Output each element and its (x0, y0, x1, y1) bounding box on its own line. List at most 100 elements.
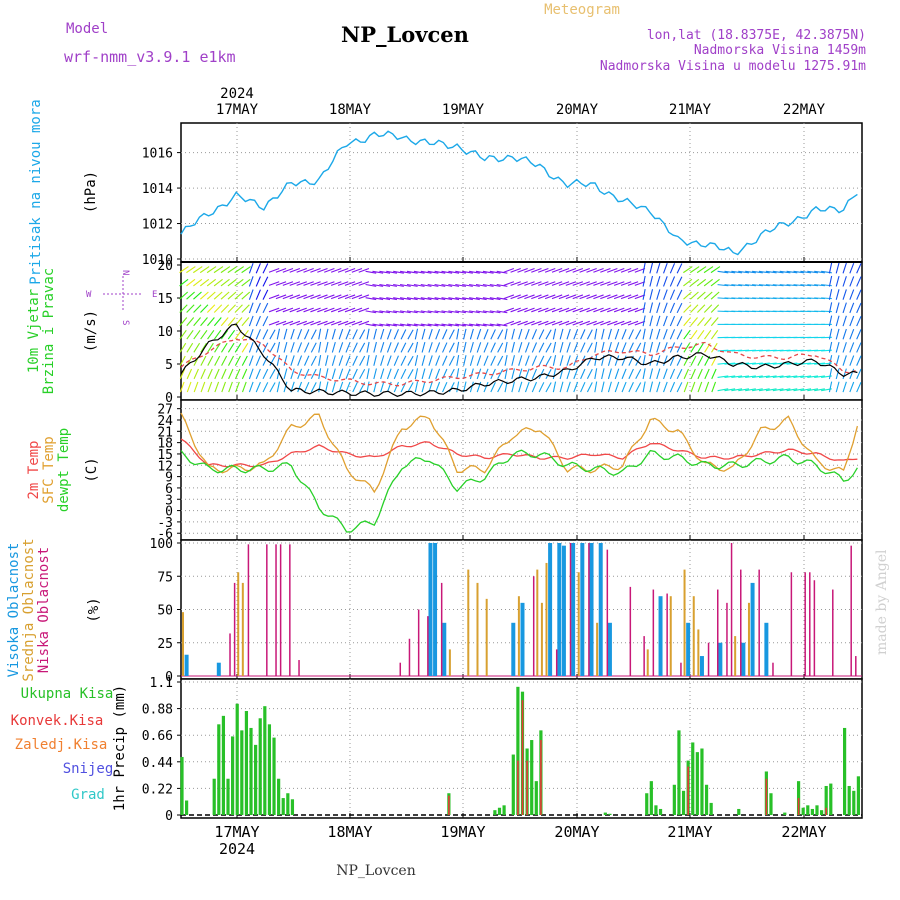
wind-arrow (711, 381, 717, 393)
wind-arrow (296, 307, 307, 313)
wind-arrow (745, 284, 756, 287)
wind-arrow (317, 307, 328, 313)
cloud-bar (580, 543, 585, 676)
wind-arrow (489, 283, 501, 287)
wind-arrow (511, 368, 516, 380)
wind-arrow (793, 284, 805, 287)
wind-arrow (786, 388, 798, 392)
cloud-bar (417, 609, 420, 676)
wind-arrow (269, 369, 276, 380)
wind-arrow (227, 342, 235, 353)
wind-arrow (325, 368, 329, 380)
wind-arrow (442, 329, 448, 340)
wind-arrow (193, 368, 199, 380)
wind-arrow (835, 341, 840, 353)
cloud-bar (734, 636, 737, 676)
precip-bar (534, 781, 538, 815)
wind-arrow (435, 368, 441, 380)
wind-arrow (317, 268, 328, 273)
cloud-bar (555, 649, 558, 676)
wind-arrow (469, 328, 474, 340)
wind-arrow (704, 381, 710, 393)
wind-arrow (524, 355, 530, 366)
wind-arrow (649, 289, 654, 300)
wind-arrow (690, 368, 696, 380)
wind-arrow (476, 368, 482, 380)
wind-arrow (669, 315, 676, 327)
cloud-bar (629, 586, 632, 676)
cloud-bar (855, 656, 857, 676)
wind-arrow (213, 304, 223, 313)
wind-arrow (710, 304, 720, 313)
wind-arrow (524, 320, 535, 326)
wind-arrow (386, 297, 398, 301)
cloud-bar (433, 543, 438, 676)
wind-arrow (297, 342, 303, 353)
wind-arrow (303, 294, 314, 300)
wind-arrow (276, 368, 281, 380)
wind-arrow (186, 342, 194, 353)
wind-arrow (490, 355, 496, 366)
wind-arrow (372, 323, 384, 327)
precip-bar (272, 737, 276, 815)
wind-arrow (275, 294, 287, 300)
wind-arrow (752, 362, 763, 365)
wind-arrow (344, 320, 356, 326)
wind-arrow (227, 355, 235, 366)
wind-arrow (386, 283, 398, 287)
wind-arrow (463, 368, 467, 380)
wind-arrow (856, 342, 862, 353)
wind-arrow (186, 266, 196, 274)
wind-arrow (476, 328, 482, 340)
wind-arrow (434, 297, 446, 301)
wind-arrow (627, 281, 639, 286)
wind-arrow (565, 281, 577, 286)
wind-arrow (752, 388, 763, 392)
wind-arrow (828, 289, 833, 300)
wind-arrow (828, 341, 833, 353)
wind-arrow (669, 342, 676, 353)
precip-bar (180, 756, 184, 815)
wind-arrow (276, 341, 281, 353)
wind-arrow (199, 266, 210, 274)
wind-arrow (393, 297, 404, 301)
wind-arrow (807, 388, 819, 392)
wind-arrow (282, 294, 294, 300)
wind-arrow (676, 316, 683, 327)
wind-arrow (572, 294, 584, 300)
y-tick-label: 1012 (142, 218, 173, 233)
wind-arrow (503, 281, 515, 286)
wind-arrow (200, 342, 207, 353)
wind-arrow (510, 268, 521, 273)
wind-arrow (441, 297, 453, 301)
wind-arrow (421, 341, 426, 353)
precip-bar (267, 724, 272, 815)
wind-arrow (613, 320, 625, 326)
cloud-bar (589, 543, 594, 676)
wind-arrow (572, 307, 584, 313)
wind-arrow (620, 268, 632, 273)
cloud-bar (646, 649, 649, 676)
y-tick-label: 6 (165, 482, 173, 497)
wind-arrow (551, 294, 563, 300)
wind-arrow (351, 281, 363, 286)
cloud-bar (643, 636, 645, 676)
wind-arrow (856, 329, 862, 340)
wind-arrow (551, 307, 563, 313)
wind-arrow (607, 268, 618, 273)
wind-arrow (365, 323, 377, 327)
wind-arrow (303, 320, 314, 326)
wind-arrow (828, 315, 833, 327)
wind-arrow (207, 381, 213, 393)
wind-arrow (199, 278, 210, 287)
wind-arrow (856, 381, 862, 393)
top-day-label: 22MAY (783, 102, 826, 118)
cloud-bar (511, 622, 516, 676)
wind-arrow (634, 281, 646, 286)
cloud-bar (699, 656, 704, 676)
wind-arrow (696, 266, 707, 274)
wind-arrow (179, 304, 188, 313)
wind-arrow (772, 388, 784, 392)
wind-arrow (552, 328, 557, 340)
wind-arrow (566, 368, 571, 380)
